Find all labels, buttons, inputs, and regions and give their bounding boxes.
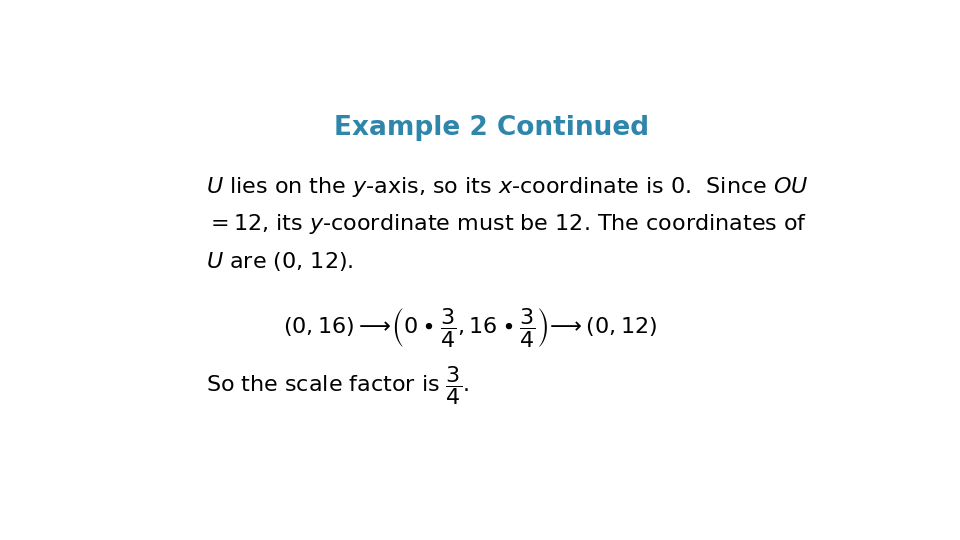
Text: $= 12$, its $\mathit{y}$-coordinate must be 12. The coordinates of: $= 12$, its $\mathit{y}$-coordinate must… bbox=[205, 212, 806, 237]
Text: Example 2 Continued: Example 2 Continued bbox=[334, 114, 650, 141]
Text: $\mathit{U}$ are (0, 12).: $\mathit{U}$ are (0, 12). bbox=[205, 250, 353, 273]
Text: $\mathit{U}$ lies on the $\mathit{y}$-axis, so its $\mathit{x}$-coordinate is 0.: $\mathit{U}$ lies on the $\mathit{y}$-ax… bbox=[205, 175, 808, 199]
Text: $(0, 16) \longrightarrow \!\left(0 \bullet \dfrac{3}{4}, 16 \bullet \dfrac{3}{4}: $(0, 16) \longrightarrow \!\left(0 \bull… bbox=[282, 306, 657, 349]
Text: So the scale factor is $\dfrac{3}{4}$.: So the scale factor is $\dfrac{3}{4}$. bbox=[205, 364, 469, 407]
